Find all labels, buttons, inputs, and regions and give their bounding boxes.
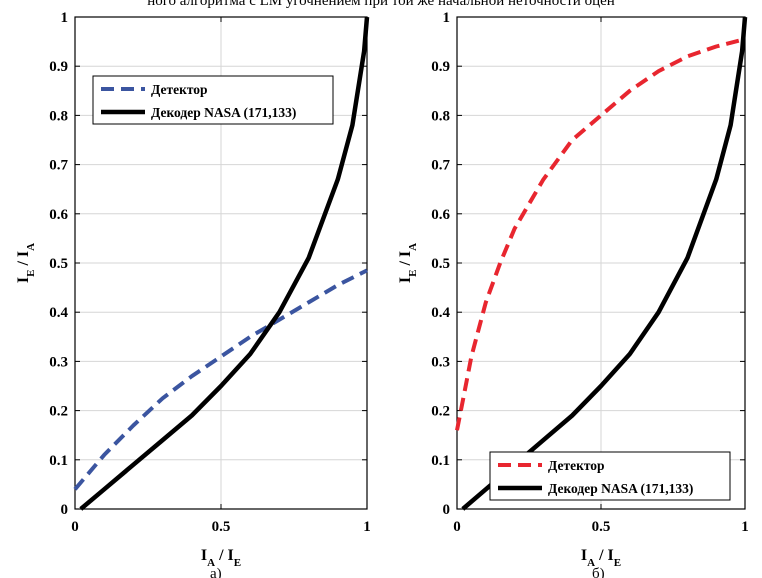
y-tick-label: 0.1 bbox=[49, 453, 68, 469]
x-tick-label: 0.5 bbox=[212, 519, 231, 535]
y-tick-label: 0.6 bbox=[49, 207, 68, 223]
y-axis-label: IE / IA bbox=[15, 243, 37, 283]
y-tick-label: 0.3 bbox=[431, 354, 450, 370]
subfigure-label-a: а) bbox=[210, 566, 222, 578]
y-tick-label: 0.5 bbox=[49, 256, 68, 272]
y-tick-label: 1 bbox=[443, 10, 451, 26]
series-line-detector bbox=[73, 268, 368, 491]
y-tick-label: 0.7 bbox=[431, 158, 450, 174]
x-tick-label: 0 bbox=[71, 519, 79, 535]
y-tick-label: 0 bbox=[61, 502, 69, 518]
legend-label: Декодер NASA (171,133) bbox=[151, 105, 296, 120]
series-line-decoder bbox=[79, 16, 370, 511]
y-tick-label: 0.2 bbox=[431, 404, 450, 420]
y-tick-label: 0.4 bbox=[49, 305, 68, 321]
x-axis-label: IA / IE bbox=[581, 547, 621, 569]
legend-label: Детектор bbox=[548, 458, 605, 473]
y-tick-label: 0.6 bbox=[431, 207, 450, 223]
caption-fragment-top: ного алгоритма с LМ угочнением при той ж… bbox=[147, 0, 615, 9]
y-tick-label: 0.7 bbox=[49, 158, 68, 174]
x-axis-label: IA / IE bbox=[201, 547, 241, 569]
x-tick-label: 1 bbox=[741, 519, 749, 535]
y-tick-label: 0 bbox=[443, 502, 451, 518]
y-tick-label: 0.9 bbox=[431, 59, 450, 75]
y-tick-label: 0.8 bbox=[49, 108, 68, 124]
y-tick-label: 0.2 bbox=[49, 404, 68, 420]
x-tick-label: 0.5 bbox=[592, 519, 611, 535]
y-tick-label: 0.9 bbox=[49, 59, 68, 75]
legend-box bbox=[489, 451, 731, 501]
x-tick-label: 1 bbox=[363, 519, 371, 535]
y-tick-label: 0.5 bbox=[431, 256, 450, 272]
legend-label: Детектор bbox=[151, 82, 208, 97]
chart-right: 0 0.1 0.2 0.3 0.4 0.5 0.6 0.7 0.8 0.9 1 0 0.5 1 IA / I… bbox=[397, 10, 749, 569]
series-line-detector bbox=[455, 37, 746, 431]
y-axis-label: IE / IA bbox=[397, 243, 419, 283]
legend-box bbox=[92, 75, 334, 125]
y-tick-label: 0.3 bbox=[49, 354, 68, 370]
x-tick-label: 0 bbox=[453, 519, 461, 535]
legend-label: Декодер NASA (171,133) bbox=[548, 481, 693, 496]
subfigure-label-b: б) bbox=[592, 566, 605, 578]
y-tick-label: 0.4 bbox=[431, 305, 450, 321]
y-tick-label: 1 bbox=[61, 10, 69, 26]
y-tick-label: 0.8 bbox=[431, 108, 450, 124]
y-tick-label: 0.1 bbox=[431, 453, 450, 469]
chart-left: 0 0.1 0.2 0.3 0.4 0.5 0.6 0.7 0.8 0.9 1 0 0.5 1 IA / I… bbox=[15, 10, 371, 569]
